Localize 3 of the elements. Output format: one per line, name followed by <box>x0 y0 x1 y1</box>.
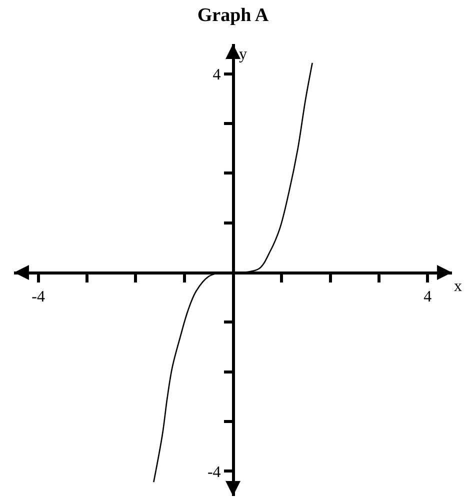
y-axis-title: y <box>239 46 247 63</box>
chart-title: Graph A <box>197 4 269 26</box>
x-axis-title: x <box>454 278 462 295</box>
